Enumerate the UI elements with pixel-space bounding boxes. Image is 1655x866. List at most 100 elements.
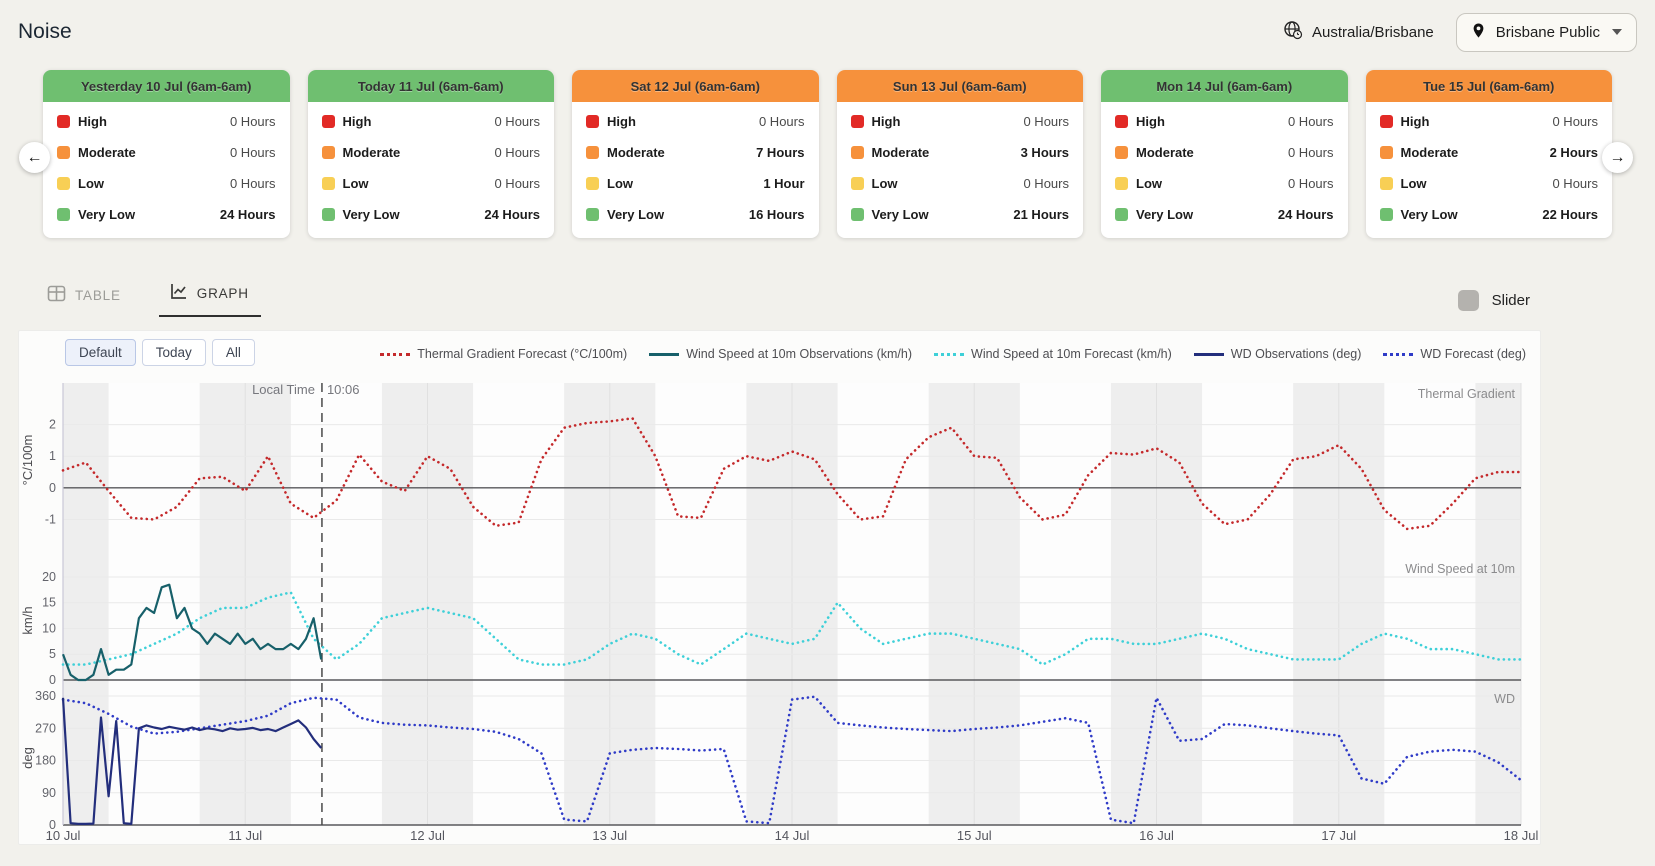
timezone-label: Australia/Brisbane bbox=[1312, 23, 1434, 41]
forecast-card: Today 11 Jul (6am-6am) High 0 Hours Modera… bbox=[307, 70, 555, 238]
severity-label: Moderate bbox=[1136, 145, 1194, 160]
forecast-card-title: Tue 15 Jul (6am-6am) bbox=[1423, 78, 1555, 94]
forecast-card-body: High 0 Hours Moderate 0 Hours Low 0 Hours Very… bbox=[1101, 102, 1348, 238]
forecast-card-header: Sun 13 Jul (6am-6am) bbox=[836, 70, 1083, 102]
legend-label: WD Forecast (deg) bbox=[1420, 347, 1526, 361]
svg-text:-1: -1 bbox=[45, 512, 56, 526]
severity-row: High 0 Hours bbox=[57, 106, 276, 137]
severity-label: Low bbox=[1400, 176, 1427, 191]
severity-swatch bbox=[57, 177, 70, 190]
forecast-card: Mon 14 Jul (6am-6am) High 0 Hours Moderate… bbox=[1101, 70, 1348, 238]
slider-label: Slider bbox=[1491, 292, 1530, 309]
legend-item[interactable]: Wind Speed at 10m Forecast (km/h) bbox=[934, 347, 1172, 361]
svg-text:Thermal Gradient: Thermal Gradient bbox=[1418, 387, 1516, 401]
severity-row: Moderate 3 Hours bbox=[850, 137, 1069, 168]
svg-text:17 Jul: 17 Jul bbox=[1321, 828, 1356, 843]
range-button-all[interactable]: All bbox=[211, 339, 255, 366]
table-icon bbox=[47, 284, 66, 306]
severity-hours: 0 Hours bbox=[1287, 114, 1334, 129]
severity-row: Moderate 0 Hours bbox=[1115, 137, 1334, 168]
severity-row: Very Low 16 Hours bbox=[586, 199, 805, 230]
severity-hours: 0 Hours bbox=[1287, 176, 1334, 191]
chevron-down-icon bbox=[1612, 29, 1622, 35]
range-button-default[interactable]: Default bbox=[65, 339, 136, 366]
legend-label: WD Observations (deg) bbox=[1230, 347, 1362, 361]
legend-item[interactable]: WD Observations (deg) bbox=[1193, 347, 1362, 361]
severity-row: Moderate 0 Hours bbox=[57, 137, 276, 168]
severity-label: High bbox=[1136, 114, 1165, 129]
svg-text:2: 2 bbox=[49, 418, 56, 432]
svg-text:0: 0 bbox=[49, 481, 56, 495]
slider-toggle-group: Slider bbox=[1457, 290, 1530, 317]
severity-hours: 0 Hours bbox=[1023, 176, 1069, 191]
forecast-card-body: High 0 Hours Moderate 0 Hours Low 0 Hours Very… bbox=[308, 102, 555, 238]
legend-item[interactable]: WD Forecast (deg) bbox=[1383, 347, 1526, 361]
prev-cards-button[interactable]: ← bbox=[19, 142, 50, 173]
range-button-today[interactable]: Today bbox=[141, 339, 206, 366]
legend-item[interactable]: Wind Speed at 10m Observations (km/h) bbox=[649, 347, 912, 361]
severity-hours: 0 Hours bbox=[758, 114, 805, 129]
severity-label: Moderate bbox=[342, 145, 401, 160]
view-tabs-row: TABLE GRAPH Slider bbox=[45, 282, 1655, 317]
forecast-card-header: Today 11 Jul (6am-6am) bbox=[307, 70, 554, 102]
severity-hours: 0 Hours bbox=[1023, 114, 1069, 129]
svg-text:180: 180 bbox=[35, 754, 56, 768]
severity-row: High 0 Hours bbox=[850, 106, 1069, 137]
severity-hours: 7 Hours bbox=[756, 145, 805, 160]
forecast-card-title: Mon 14 Jul (6am-6am) bbox=[1156, 78, 1293, 94]
graph-icon bbox=[169, 282, 188, 304]
severity-row: Very Low 24 Hours bbox=[1115, 199, 1334, 230]
forecast-card-body: High 0 Hours Moderate 7 Hours Low 1 Hour Very … bbox=[572, 102, 819, 238]
svg-text:11 Jul: 11 Jul bbox=[228, 828, 262, 843]
next-cards-button[interactable]: → bbox=[1602, 142, 1633, 173]
severity-hours: 0 Hours bbox=[229, 176, 276, 191]
severity-swatch bbox=[1115, 115, 1128, 128]
severity-hours: 0 Hours bbox=[1552, 176, 1598, 191]
severity-hours: 24 Hours bbox=[484, 207, 540, 222]
forecast-card-title: Today 11 Jul (6am-6am) bbox=[357, 78, 504, 94]
severity-hours: 3 Hours bbox=[1020, 145, 1069, 160]
svg-text:deg: deg bbox=[20, 747, 35, 769]
legend-item[interactable]: Thermal Gradient Forecast (°C/100m) bbox=[380, 347, 627, 361]
severity-swatch bbox=[57, 208, 70, 221]
svg-text:12 Jul: 12 Jul bbox=[410, 828, 445, 843]
svg-text:10: 10 bbox=[42, 621, 56, 635]
svg-text:Wind Speed at 10m: Wind Speed at 10m bbox=[1405, 562, 1515, 576]
severity-label: Very Low bbox=[1136, 207, 1194, 222]
severity-swatch bbox=[321, 146, 335, 159]
severity-swatch bbox=[1379, 177, 1393, 190]
severity-row: High 0 Hours bbox=[1115, 106, 1334, 137]
severity-hours: 24 Hours bbox=[1277, 207, 1334, 222]
tab-graph-label: GRAPH bbox=[196, 285, 249, 301]
globe-clock-icon bbox=[1283, 20, 1303, 44]
severity-swatch bbox=[1115, 146, 1128, 159]
tab-table[interactable]: TABLE bbox=[45, 284, 123, 317]
svg-text:km/h: km/h bbox=[20, 606, 35, 634]
top-header: Noise Australia/Brisbane bbox=[0, 0, 1655, 54]
cards-row: ← Yesterday 10 Jul (6am-6am) High 0 Hours… bbox=[19, 70, 1633, 238]
severity-swatch bbox=[321, 115, 335, 128]
severity-hours: 0 Hours bbox=[494, 114, 540, 129]
legend-label: Thermal Gradient Forecast (°C/100m) bbox=[417, 347, 628, 361]
severity-row: High 0 Hours bbox=[586, 106, 805, 137]
severity-row: Low 0 Hours bbox=[1379, 168, 1598, 199]
severity-row: Very Low 21 Hours bbox=[850, 199, 1069, 230]
svg-text:15 Jul: 15 Jul bbox=[957, 828, 992, 843]
severity-label: Very Low bbox=[607, 207, 665, 222]
severity-hours: 0 Hours bbox=[229, 145, 276, 160]
severity-row: Very Low 22 Hours bbox=[1379, 199, 1598, 230]
severity-swatch bbox=[1379, 208, 1393, 221]
svg-text:13 Jul: 13 Jul bbox=[592, 828, 627, 843]
slider-checkbox[interactable] bbox=[1457, 290, 1479, 311]
tab-graph[interactable]: GRAPH bbox=[158, 282, 261, 317]
svg-text:16 Jul: 16 Jul bbox=[1139, 828, 1174, 843]
severity-row: High 0 Hours bbox=[321, 106, 540, 137]
severity-swatch bbox=[57, 115, 70, 128]
severity-row: Low 0 Hours bbox=[57, 168, 276, 199]
svg-text:°C/100m: °C/100m bbox=[20, 435, 35, 486]
svg-text:18 Jul: 18 Jul bbox=[1504, 828, 1539, 843]
severity-swatch bbox=[1115, 208, 1128, 221]
severity-swatch bbox=[586, 146, 599, 159]
station-select-button[interactable]: Brisbane Public bbox=[1455, 12, 1637, 52]
